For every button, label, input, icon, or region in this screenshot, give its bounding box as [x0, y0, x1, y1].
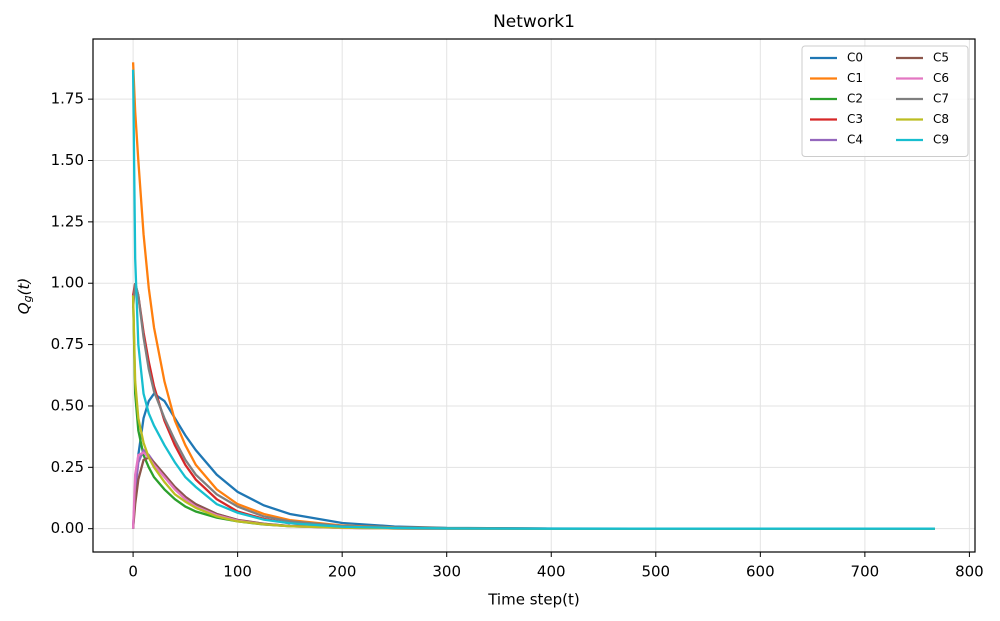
y-label-part: g [21, 295, 34, 302]
legend-label: C9 [933, 133, 949, 147]
data-line [131, 295, 935, 530]
y-label-part: (t) [15, 278, 33, 296]
legend-label: C4 [847, 133, 863, 147]
legend-label: C3 [847, 112, 863, 126]
legend-label: C6 [933, 71, 949, 85]
y-tick-label: 1.75 [51, 90, 84, 108]
legend-box [801, 45, 969, 157]
legend-label: C7 [933, 92, 949, 106]
legend-label: C2 [847, 92, 863, 106]
x-axis-label: Time step(t) [487, 591, 580, 609]
y-tick-label: 0.00 [51, 519, 84, 537]
data-line [131, 69, 935, 530]
plot-frame [92, 38, 976, 553]
chart-title: Network1 [493, 12, 575, 32]
x-tick-label: 700 [851, 563, 880, 581]
x-tick-label: 500 [641, 563, 670, 581]
y-axis-label: Qg(t) [15, 278, 35, 314]
x-tick-label: 400 [537, 563, 566, 581]
x-tick-label: 300 [432, 563, 461, 581]
x-tick-label: 200 [328, 563, 357, 581]
y-tick-label: 0.25 [51, 458, 84, 476]
y-tick-label: 1.50 [51, 151, 84, 169]
data-line [131, 392, 935, 530]
x-tick-label: 100 [223, 563, 252, 581]
legend-label: C5 [933, 51, 949, 65]
data-line [131, 295, 935, 530]
legend-label: C0 [847, 51, 863, 65]
y-tick-label: 0.75 [51, 335, 84, 353]
legend-label: C8 [933, 112, 949, 126]
x-tick-label: 0 [128, 563, 138, 581]
legend-label: C1 [847, 71, 863, 85]
x-tick-label: 800 [955, 563, 984, 581]
x-tick-label: 600 [746, 563, 775, 581]
y-tick-label: 1.25 [51, 212, 84, 230]
y-label-part: Q [15, 302, 33, 314]
y-tick-label: 1.00 [51, 274, 84, 292]
y-tick-label: 0.50 [51, 396, 84, 414]
